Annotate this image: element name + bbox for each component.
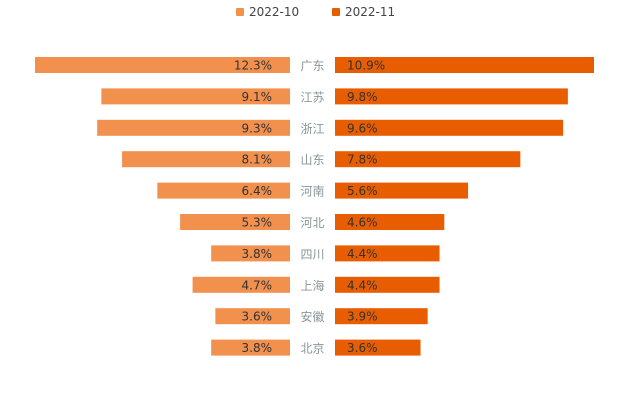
- bar-2022-11: [335, 119, 564, 136]
- bar-2022-10: [101, 88, 290, 105]
- category-label: 江苏: [300, 90, 324, 104]
- data-label: 3.8%: [242, 341, 273, 355]
- bar-2022-10: [97, 119, 290, 136]
- data-label: 3.9%: [347, 310, 378, 324]
- category-label: 四川: [300, 247, 324, 261]
- data-label: 4.4%: [347, 247, 378, 261]
- category-label: 北京: [300, 342, 324, 356]
- bar-2022-10: [211, 339, 290, 356]
- legend-item-2022-10[interactable]: 2022-10: [236, 5, 299, 19]
- legend-swatch: [236, 8, 244, 16]
- bar-2022-10: [192, 276, 290, 293]
- bar-2022-10: [122, 151, 290, 168]
- data-label: 8.1%: [242, 153, 273, 167]
- bar-2022-10: [215, 308, 290, 325]
- bar-2022-10: [211, 245, 290, 262]
- data-label: 9.8%: [347, 90, 378, 104]
- category-label: 广东: [300, 59, 324, 73]
- legend: 2022-10 2022-11: [0, 5, 620, 21]
- bar-2022-11: [335, 57, 594, 73]
- data-label: 7.8%: [347, 153, 378, 167]
- category-label: 浙江: [300, 122, 324, 136]
- data-label: 9.3%: [242, 121, 273, 135]
- category-label: 上海: [300, 278, 324, 293]
- bar-2022-11: [335, 182, 469, 199]
- data-label: 6.4%: [242, 184, 273, 198]
- bar-2022-10: [180, 214, 290, 230]
- data-label: 4.6%: [347, 216, 378, 230]
- data-label: 5.6%: [347, 184, 378, 198]
- category-label: 河南: [300, 184, 324, 199]
- data-label: 4.4%: [347, 278, 378, 292]
- legend-label: 2022-10: [249, 5, 300, 19]
- data-label: 3.8%: [242, 247, 273, 261]
- bar-2022-11: [335, 276, 440, 293]
- category-label: 安徽: [300, 309, 324, 324]
- data-label: 12.3%: [234, 59, 272, 73]
- legend-item-2022-11[interactable]: 2022-11: [332, 5, 395, 19]
- data-label: 10.9%: [347, 59, 385, 73]
- bar-2022-11: [335, 151, 521, 168]
- data-label: 9.6%: [347, 121, 378, 135]
- legend-label: 2022-11: [345, 5, 396, 19]
- bar-2022-10: [157, 182, 290, 199]
- data-label: 5.3%: [242, 216, 273, 230]
- category-label: 河北: [300, 216, 324, 230]
- data-label: 4.7%: [242, 278, 273, 292]
- bar-2022-11: [335, 339, 421, 356]
- bar-2022-10: [35, 57, 290, 73]
- legend-swatch: [332, 8, 340, 16]
- data-label: 3.6%: [347, 341, 378, 355]
- bar-2022-11: [335, 245, 440, 262]
- bar-2022-11: [335, 214, 445, 230]
- data-label: 9.1%: [242, 90, 273, 104]
- bar-2022-11: [335, 308, 428, 325]
- data-label: 3.6%: [242, 310, 273, 324]
- bar-2022-11: [335, 88, 568, 105]
- category-label: 山东: [300, 153, 324, 167]
